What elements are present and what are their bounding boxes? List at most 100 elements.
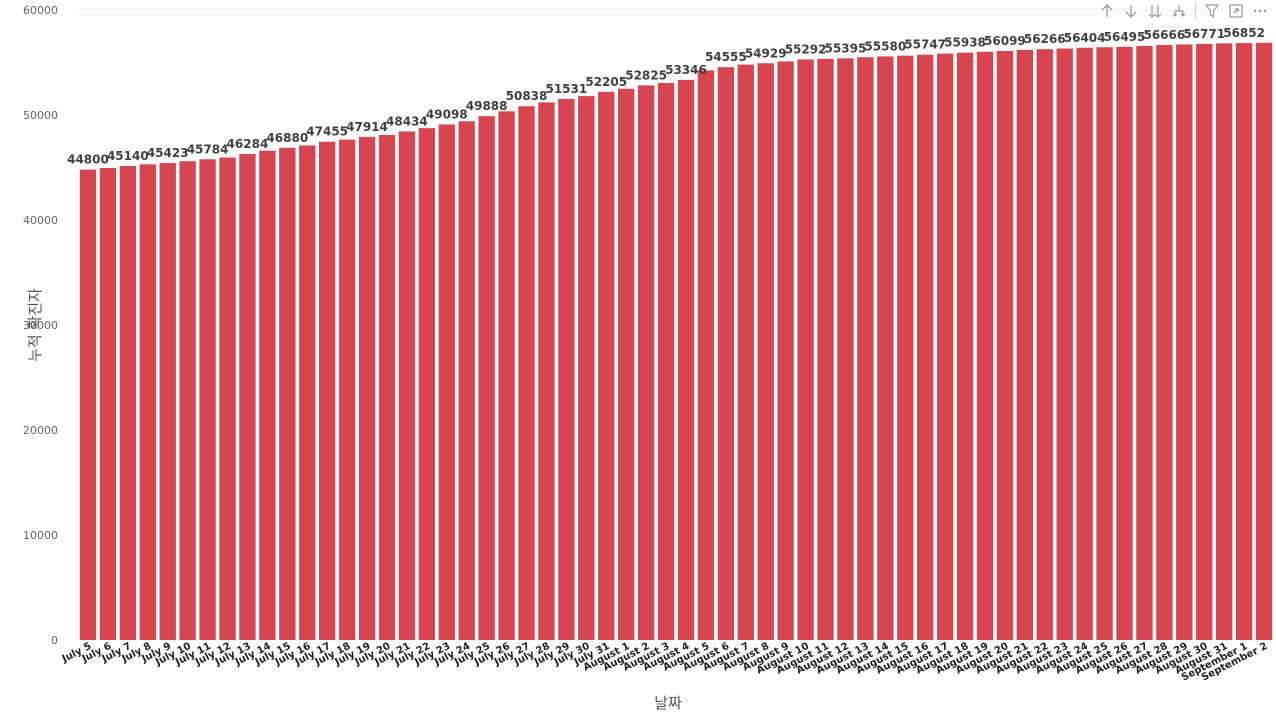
more-options-icon[interactable] <box>1250 1 1270 21</box>
bar[interactable] <box>478 116 495 641</box>
bar[interactable] <box>697 70 715 641</box>
data-label: 54929 <box>745 46 787 60</box>
bar[interactable] <box>538 102 555 640</box>
bar[interactable] <box>1016 49 1034 640</box>
bar[interactable] <box>1215 43 1233 640</box>
visual-header-toolbar <box>1097 0 1270 22</box>
bar[interactable] <box>956 52 974 640</box>
bar[interactable] <box>1255 42 1273 640</box>
data-label: 45784 <box>187 142 229 156</box>
bar[interactable] <box>318 141 336 640</box>
bars <box>79 42 1273 641</box>
bar[interactable] <box>657 82 675 641</box>
bar[interactable] <box>458 121 475 641</box>
data-label: 55395 <box>825 41 867 55</box>
bar[interactable] <box>1036 49 1053 640</box>
data-label: 44800 <box>67 153 109 167</box>
data-label: 49888 <box>466 99 508 113</box>
data-label: 46880 <box>266 131 308 145</box>
bar[interactable] <box>199 159 216 640</box>
bar[interactable] <box>518 106 535 640</box>
bar[interactable] <box>877 56 894 641</box>
bar[interactable] <box>498 111 515 640</box>
bar[interactable] <box>1156 45 1173 640</box>
bar[interactable] <box>677 79 695 641</box>
bar[interactable] <box>617 88 635 640</box>
bar[interactable] <box>159 163 176 640</box>
toolbar-separator <box>1195 3 1196 19</box>
bar[interactable] <box>99 168 117 640</box>
bar[interactable] <box>837 58 854 641</box>
bar[interactable] <box>438 124 455 641</box>
bar[interactable] <box>857 57 874 640</box>
data-label: 55938 <box>944 36 986 50</box>
data-label: 45140 <box>107 149 149 163</box>
bar[interactable] <box>1096 47 1113 640</box>
bar[interactable] <box>737 64 754 641</box>
y-tick-label: 50000 <box>23 109 58 122</box>
expand-hierarchy-icon[interactable] <box>1169 1 1189 21</box>
bar[interactable] <box>398 131 416 640</box>
bar[interactable] <box>79 169 97 640</box>
bar[interactable] <box>279 147 296 640</box>
bar[interactable] <box>219 157 236 640</box>
x-axis-title: 날짜 <box>654 694 682 712</box>
data-label: 56404 <box>1064 31 1106 45</box>
data-label: 45423 <box>147 146 189 160</box>
y-tick-label: 0 <box>51 634 58 647</box>
bar[interactable] <box>299 145 316 640</box>
bar[interactable] <box>916 54 934 641</box>
bar[interactable] <box>1076 47 1093 640</box>
bar[interactable] <box>1116 46 1133 641</box>
bar[interactable] <box>179 161 196 640</box>
bar[interactable] <box>637 85 655 641</box>
y-tick-label: 30000 <box>23 319 58 332</box>
arrow-down-icon[interactable] <box>1121 1 1141 21</box>
data-labels: 4480045140454234578446284468804745547914… <box>67 26 1265 167</box>
bar[interactable] <box>598 91 615 641</box>
data-label: 56266 <box>1024 32 1066 46</box>
data-label: 56495 <box>1104 30 1146 44</box>
bar[interactable] <box>578 96 595 641</box>
filter-icon[interactable] <box>1202 1 1222 21</box>
bar[interactable] <box>338 139 356 640</box>
bar[interactable] <box>1235 43 1253 641</box>
bar[interactable] <box>418 128 436 641</box>
bar[interactable] <box>259 150 276 640</box>
data-label: 55580 <box>864 39 906 53</box>
focus-mode-icon[interactable] <box>1226 1 1246 21</box>
bar[interactable] <box>996 50 1014 640</box>
y-axis-title: 누적 확진자 <box>26 288 44 362</box>
double-arrow-down-icon[interactable] <box>1145 1 1165 21</box>
bar[interactable] <box>976 51 994 641</box>
bar[interactable] <box>757 63 774 640</box>
data-label: 49098 <box>426 107 468 121</box>
bar[interactable] <box>378 134 396 640</box>
bar[interactable] <box>1196 43 1213 640</box>
bar[interactable] <box>936 53 954 640</box>
data-label: 52825 <box>625 68 667 82</box>
bar[interactable] <box>1136 45 1153 641</box>
bar[interactable] <box>558 98 575 641</box>
y-tick-label: 40000 <box>23 214 58 227</box>
bar[interactable] <box>1056 48 1073 640</box>
bar[interactable] <box>777 61 794 640</box>
data-label: 51531 <box>545 82 587 96</box>
bar[interactable] <box>139 164 156 640</box>
arrow-up-icon[interactable] <box>1097 1 1117 21</box>
data-label: 54555 <box>705 50 747 64</box>
bar[interactable] <box>358 136 376 640</box>
bar[interactable] <box>717 67 735 641</box>
data-label: 56852 <box>1223 26 1265 40</box>
bar[interactable] <box>897 55 914 641</box>
bar[interactable] <box>797 59 814 641</box>
bar[interactable] <box>119 166 137 640</box>
bar[interactable] <box>817 58 834 640</box>
bar[interactable] <box>1176 44 1193 640</box>
data-label: 55747 <box>904 38 946 52</box>
y-tick-label: 60000 <box>23 4 58 17</box>
bar[interactable] <box>239 154 256 640</box>
data-label: 47455 <box>306 125 348 139</box>
y-tick-label: 20000 <box>23 424 58 437</box>
